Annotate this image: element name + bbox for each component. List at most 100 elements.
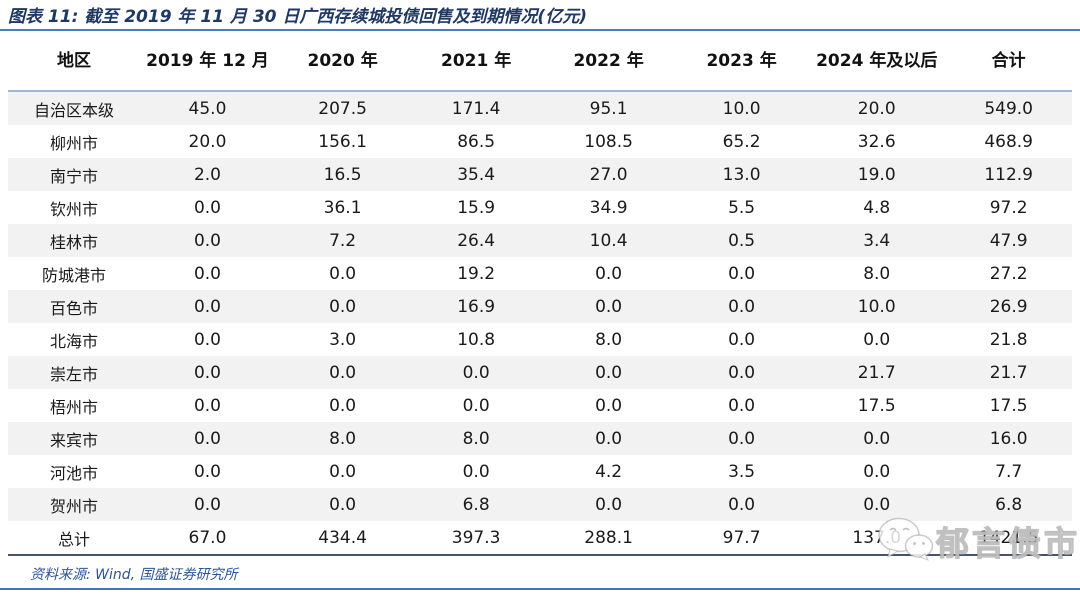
value-cell: 16.0 (989, 428, 1028, 449)
region-cell: 北海市 (49, 331, 98, 351)
value-cell: 35.4 (457, 164, 496, 185)
value-cell: 19.0 (857, 164, 896, 185)
value-cell: 13.0 (722, 164, 761, 185)
value-cell: 0.0 (595, 494, 623, 515)
value-cell: 0.0 (329, 461, 357, 482)
value-cell: 45.0 (188, 98, 227, 119)
value-cell: 0.0 (329, 494, 357, 515)
value-cell: 7.2 (329, 230, 357, 251)
value-cell: 27.0 (589, 164, 628, 185)
value-cell: 0.0 (595, 263, 623, 284)
value-cell: 2.0 (193, 164, 221, 185)
value-cell: 156.1 (318, 131, 367, 152)
table-row: 桂林市 0.0 7.2 26.4 10.4 0.5 3.4 47.9 (8, 224, 1072, 257)
value-cell: 468.9 (984, 131, 1033, 152)
value-cell: 8.0 (595, 329, 623, 350)
figure-title: 图表 11: 截至 2019 年 11 月 30 日广西存续城投债回售及到期情况… (8, 7, 587, 27)
maturity-table: 地区 2019 年 12 月 2020 年 2021 年 2022 年 2023 年 202… (8, 33, 1072, 556)
value-cell: 0.0 (595, 395, 623, 416)
value-cell: 434.4 (275, 521, 411, 556)
region-cell: 梧州市 (49, 397, 98, 417)
page-bottom-divider (0, 588, 1080, 590)
table-row: 梧州市 0.0 0.0 0.0 0.0 0.0 17.5 17.5 (8, 389, 1072, 422)
column-header-4: 2021 年 (410, 33, 543, 92)
region-cell: 自治区本级 (33, 100, 114, 120)
value-cell: 0.0 (728, 263, 756, 284)
value-cell: 0.0 (329, 296, 357, 317)
column-header-8: 合计 (945, 33, 1072, 92)
value-cell: 10.8 (457, 329, 496, 350)
column-header-6: 2023 年 (675, 33, 809, 92)
value-cell: 0.0 (462, 461, 490, 482)
table-row: 河池市 0.0 0.0 0.0 4.2 3.5 0.0 7.7 (8, 455, 1072, 488)
value-cell: 0.0 (462, 362, 490, 383)
column-header-5: 2022 年 (542, 33, 676, 92)
column-header-3: 2020 年 (275, 33, 411, 92)
value-cell: 288.1 (542, 521, 676, 556)
value-cell: 36.1 (323, 197, 362, 218)
value-cell: 6.8 (995, 494, 1023, 515)
value-cell: 0.0 (728, 362, 756, 383)
value-cell: 8.0 (329, 428, 357, 449)
region-cell: 河池市 (49, 463, 98, 483)
title-divider (0, 29, 1080, 31)
value-cell: 97.2 (989, 197, 1028, 218)
table-header: 地区 2019 年 12 月 2020 年 2021 年 2022 年 2023 年 202… (8, 33, 1072, 92)
value-cell: 0.0 (728, 494, 756, 515)
value-cell: 0.0 (595, 296, 623, 317)
value-cell: 108.5 (584, 131, 633, 152)
table-row: 防城港市 0.0 0.0 19.2 0.0 0.0 8.0 27.2 (8, 257, 1072, 290)
value-cell: 0.0 (329, 362, 357, 383)
value-cell: 10.0 (722, 98, 761, 119)
value-cell: 6.8 (462, 494, 490, 515)
value-cell: 0.0 (193, 461, 221, 482)
region-cell: 百色市 (49, 298, 98, 318)
source-note: 资料来源: Wind, 国盛证券研究所 (30, 567, 238, 583)
value-cell: 0.0 (462, 395, 490, 416)
value-cell: 0.0 (193, 329, 221, 350)
value-cell: 8.0 (863, 263, 891, 284)
value-cell: 5.5 (728, 197, 756, 218)
value-cell: 0.0 (728, 329, 756, 350)
value-cell: 3.0 (329, 329, 357, 350)
value-cell: 21.7 (989, 362, 1028, 383)
value-cell: 4.8 (863, 197, 891, 218)
column-header-7: 2024 年及以后 (808, 33, 946, 92)
region-cell: 柳州市 (49, 133, 98, 153)
value-cell: 16.5 (323, 164, 362, 185)
value-cell: 0.0 (193, 395, 221, 416)
value-cell: 47.9 (989, 230, 1028, 251)
table-body: 自治区本级 45.0 207.5 171.4 95.1 10.0 20.0 549.0 柳州市 2… (8, 91, 1072, 556)
value-cell: 17.5 (857, 395, 896, 416)
value-cell: 0.0 (728, 428, 756, 449)
value-cell: 8.0 (462, 428, 490, 449)
region-cell: 来宾市 (49, 430, 98, 450)
value-cell: 0.5 (728, 230, 756, 251)
value-cell: 0.0 (193, 494, 221, 515)
value-cell: 27.2 (989, 263, 1028, 284)
value-cell: 67.0 (139, 521, 276, 556)
value-cell: 0.0 (193, 296, 221, 317)
value-cell: 17.5 (989, 395, 1028, 416)
column-header-1: 地区 (8, 33, 140, 92)
value-cell: 21.7 (857, 362, 896, 383)
value-cell: 0.0 (329, 263, 357, 284)
value-cell: 16.9 (457, 296, 496, 317)
region-cell: 贺州市 (49, 496, 98, 516)
value-cell: 207.5 (318, 98, 367, 119)
value-cell: 20.0 (857, 98, 896, 119)
value-cell: 0.0 (863, 428, 891, 449)
value-cell: 0.0 (329, 395, 357, 416)
value-cell: 0.0 (728, 296, 756, 317)
value-cell: 0.0 (595, 428, 623, 449)
value-cell: 3.5 (728, 461, 756, 482)
region-cell: 南宁市 (49, 166, 98, 186)
region-cell: 桂林市 (49, 232, 98, 252)
table-row: 北海市 0.0 3.0 10.8 8.0 0.0 0.0 21.8 (8, 323, 1072, 356)
value-cell: 21.8 (989, 329, 1028, 350)
value-cell: 137.0 (808, 521, 946, 556)
value-cell: 10.0 (857, 296, 896, 317)
value-cell: 3.4 (863, 230, 891, 251)
value-cell: 86.5 (457, 131, 496, 152)
value-cell: 397.3 (410, 521, 543, 556)
